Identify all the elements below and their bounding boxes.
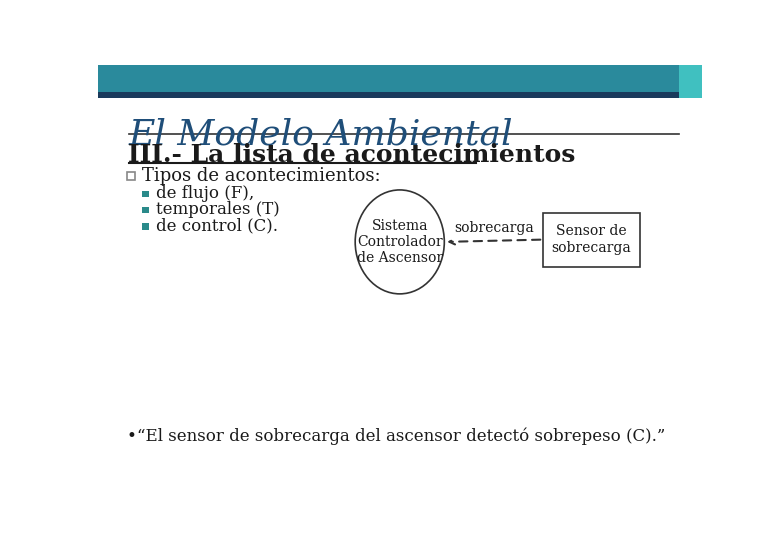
FancyBboxPatch shape: [679, 92, 702, 98]
FancyBboxPatch shape: [98, 65, 679, 92]
Text: •“El sensor de sobrecarga del ascensor detectó sobrepeso (C).”: •“El sensor de sobrecarga del ascensor d…: [127, 427, 665, 445]
Text: El Modelo Ambiental: El Modelo Ambiental: [129, 117, 513, 151]
Text: sobrecarga: sobrecarga: [454, 221, 534, 235]
Text: temporales (T): temporales (T): [157, 201, 280, 218]
Text: III.- La lista de acontecimientos: III.- La lista de acontecimientos: [129, 143, 576, 167]
Text: Sensor de
sobrecarga: Sensor de sobrecarga: [551, 225, 632, 255]
FancyBboxPatch shape: [143, 207, 149, 213]
FancyBboxPatch shape: [679, 65, 702, 92]
Text: Sistema
Controlador
de Ascensor: Sistema Controlador de Ascensor: [356, 219, 443, 265]
Text: de control (C).: de control (C).: [157, 217, 278, 234]
Text: de flujo (F),: de flujo (F),: [157, 185, 254, 202]
Text: Tipos de acontecimientos:: Tipos de acontecimientos:: [143, 167, 381, 185]
FancyBboxPatch shape: [143, 224, 149, 230]
FancyBboxPatch shape: [143, 191, 149, 197]
FancyBboxPatch shape: [98, 92, 679, 98]
